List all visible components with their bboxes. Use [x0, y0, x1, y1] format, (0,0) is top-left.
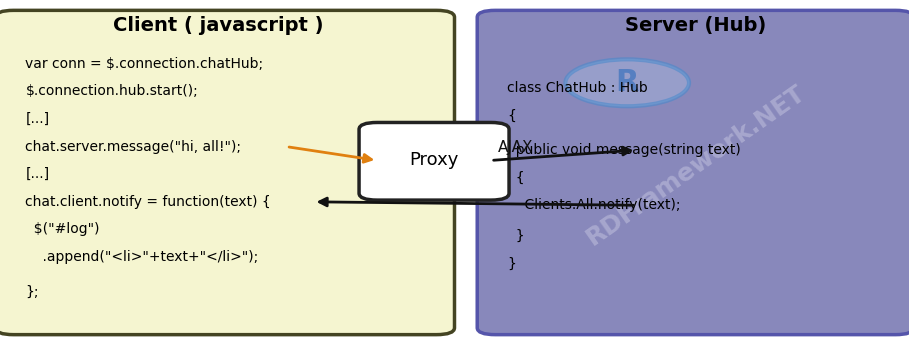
Text: {: { [507, 171, 524, 185]
Text: .append("<li>"+text+"</li>");: .append("<li>"+text+"</li>"); [25, 250, 259, 264]
Text: Client ( javascript ): Client ( javascript ) [113, 16, 324, 36]
Text: RDFramework.NET: RDFramework.NET [582, 81, 809, 250]
Text: }: } [507, 257, 516, 271]
Text: var conn = $.connection.chatHub;: var conn = $.connection.chatHub; [25, 57, 264, 71]
Text: R: R [615, 68, 639, 97]
Text: chat.server.message("hi, all!");: chat.server.message("hi, all!"); [25, 140, 242, 154]
Text: }: } [507, 229, 524, 243]
Circle shape [565, 59, 689, 106]
Text: Clients.All.notify(text);: Clients.All.notify(text); [507, 198, 681, 212]
Text: $.connection.hub.start();: $.connection.hub.start(); [25, 85, 198, 98]
Text: Proxy: Proxy [409, 151, 459, 169]
Text: public void message(string text): public void message(string text) [507, 143, 741, 157]
Text: chat.client.notify = function(text) {: chat.client.notify = function(text) { [25, 195, 271, 209]
Text: [...]: [...] [25, 167, 50, 181]
Text: $("#log"): $("#log") [25, 223, 100, 236]
Text: [...]: [...] [25, 112, 50, 126]
FancyBboxPatch shape [0, 10, 454, 335]
Text: {: { [507, 109, 516, 122]
Text: AJAX: AJAX [498, 140, 534, 155]
Text: Server (Hub): Server (Hub) [624, 16, 766, 36]
FancyBboxPatch shape [359, 122, 509, 200]
Text: class ChatHub : Hub: class ChatHub : Hub [507, 81, 648, 95]
FancyBboxPatch shape [477, 10, 909, 335]
Text: };: }; [25, 285, 39, 298]
